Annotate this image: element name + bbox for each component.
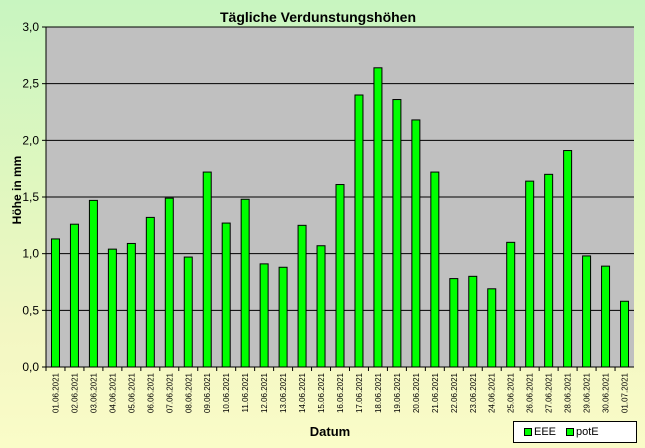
x-tick-label: 16.06.2021: [336, 372, 345, 413]
x-tick-label: 03.06.2021: [89, 372, 98, 413]
x-tick-label: 20.06.2021: [412, 372, 421, 413]
x-tick-label: 10.06.2021: [222, 372, 231, 413]
y-tick-label: 2,0: [22, 133, 39, 147]
bar: [145, 216, 155, 368]
x-tick-label: 26.06.2021: [526, 372, 535, 413]
x-tick-label: 25.06.2021: [507, 372, 516, 413]
bar: [297, 224, 307, 368]
bar: [202, 171, 212, 368]
bar: [468, 275, 478, 368]
x-tick-label: 08.06.2021: [184, 372, 193, 413]
y-tick-label: 0,5: [22, 303, 39, 317]
x-tick-label: 04.06.2021: [108, 372, 117, 413]
y-axis-label: Höhe in mm: [10, 156, 24, 225]
x-tick-label: 02.06.2021: [70, 372, 79, 413]
legend-swatch-2: [566, 428, 575, 436]
x-tick-label: 05.06.2021: [127, 372, 136, 413]
bar: [392, 99, 402, 368]
x-tick-label: 09.06.2021: [203, 372, 212, 413]
bar: [487, 288, 497, 368]
bar: [449, 278, 459, 368]
legend-item-1: EEE: [524, 426, 556, 438]
x-tick-label: 27.06.2021: [545, 372, 554, 413]
x-tick-labels: 01.06.2021 02.06.2021 03.06.2021 04.06.2021…: [45, 367, 630, 413]
legend-item-2: potE: [566, 426, 599, 438]
bar: [50, 238, 60, 368]
bar: [411, 119, 421, 368]
legend-label-2: potE: [576, 426, 599, 438]
legend-label-1: EEE: [534, 426, 557, 438]
y-tick-label: 0,0: [22, 360, 39, 374]
x-tick-label: 24.06.2021: [488, 372, 497, 413]
chart-title: Tägliche Verdunstungshöhen: [220, 9, 416, 25]
y-tick-label: 1,5: [22, 190, 39, 204]
bar: [107, 248, 117, 368]
legend: EEE potE: [513, 421, 637, 443]
bar: [525, 180, 535, 368]
bar: [88, 199, 98, 368]
x-tick-label: 12.06.2021: [260, 372, 269, 413]
bar: [164, 197, 174, 368]
x-tick-label: 01.07.2021: [621, 372, 630, 413]
legend-swatch-1: [524, 428, 532, 436]
bar: [221, 222, 231, 368]
bar: [563, 150, 573, 368]
bar: [601, 265, 611, 368]
x-tick-label: 17.06.2021: [355, 372, 364, 413]
bar: [373, 67, 383, 368]
x-tick-label: 18.06.2021: [374, 372, 383, 413]
x-tick-label: 30.06.2021: [602, 372, 611, 413]
x-tick-label: 29.06.2021: [583, 372, 592, 413]
x-tick-label: 14.06.2021: [298, 372, 307, 413]
bar: [316, 245, 326, 368]
x-tick-label: 22.06.2021: [450, 372, 459, 413]
y-tick-labels: 0,0 0,5 1,0 1,5 2,0 2,5 3,0: [22, 20, 46, 374]
x-tick-label: 13.06.2021: [279, 372, 288, 413]
y-tick-label: 1,0: [22, 247, 39, 261]
x-tick-label: 23.06.2021: [469, 372, 478, 413]
x-tick-label: 06.06.2021: [146, 372, 155, 413]
y-tick-label: 2,5: [22, 77, 39, 91]
bar: [278, 266, 288, 368]
x-axis-label: Datum: [310, 424, 350, 439]
bar: [582, 255, 592, 368]
x-tick-label: 11.06.2021: [241, 372, 250, 412]
x-tick-label: 15.06.2021: [317, 372, 326, 413]
bar: [69, 223, 79, 368]
bar: [430, 171, 440, 368]
x-tick-label: 21.06.2021: [431, 372, 440, 413]
bar: [240, 198, 250, 368]
x-tick-label: 07.06.2021: [165, 372, 174, 413]
y-tick-label: 3,0: [22, 20, 39, 34]
bar: [126, 242, 136, 368]
bar: [354, 94, 364, 368]
bar: [544, 173, 554, 368]
bar: [620, 300, 630, 368]
bar: [259, 263, 269, 368]
bar: [506, 241, 516, 368]
bar: [183, 256, 193, 368]
x-tick-label: 28.06.2021: [564, 372, 573, 413]
x-tick-label: 19.06.2021: [393, 372, 402, 413]
bar: [335, 184, 345, 368]
x-tick-label: 01.06.2021: [51, 372, 60, 413]
